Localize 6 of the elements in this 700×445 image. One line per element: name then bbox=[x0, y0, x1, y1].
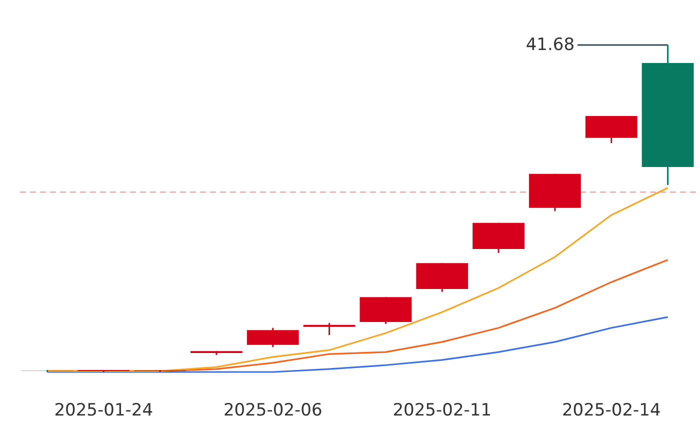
x-tick-label: 2025-02-11 bbox=[392, 400, 492, 420]
x-tick-label: 2025-01-24 bbox=[54, 400, 154, 420]
x-tick-label: 2025-02-06 bbox=[223, 400, 322, 420]
annotation: 41.68 bbox=[526, 35, 575, 55]
x-tick-label: 2025-02-14 bbox=[562, 400, 661, 420]
candlestick bbox=[303, 322, 356, 336]
